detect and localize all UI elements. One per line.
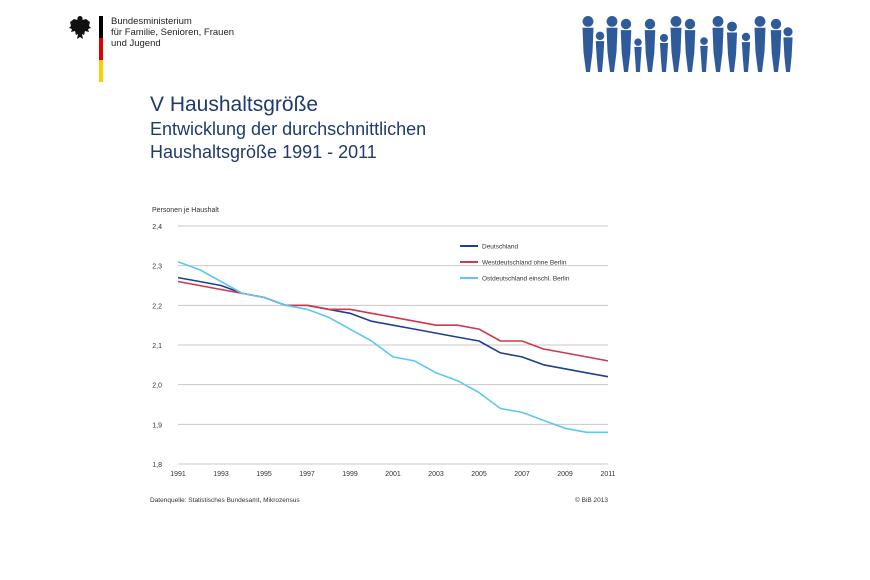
person-head (712, 16, 724, 27)
x-tick-label: 2007 (514, 471, 530, 478)
slide-title-block: V Haushaltsgröße Entwicklung der durchsc… (150, 92, 426, 164)
person-body (726, 32, 738, 72)
y-tick-label: 2,4 (152, 224, 162, 231)
source-note: Datenquelle: Statistisches Bundesamt, Mi… (150, 497, 300, 504)
person-body (582, 27, 594, 72)
person-head (582, 16, 594, 27)
flag-red (99, 37, 103, 60)
y-tick-label: 2,1 (152, 343, 162, 350)
y-tick-label: 2,3 (152, 264, 162, 271)
slide-title: V Haushaltsgröße (150, 93, 319, 116)
x-tick-label: 1991 (170, 471, 186, 478)
ministry-name: Bundesministerium für Familie, Senioren,… (111, 16, 281, 49)
person-head (659, 33, 669, 43)
x-tick-label: 2011 (600, 471, 615, 478)
x-tick-label: 1997 (299, 471, 315, 478)
person-body (783, 37, 793, 72)
person-head (634, 38, 642, 46)
person-body (741, 42, 751, 72)
person-body (754, 27, 766, 72)
flag-black (99, 16, 103, 38)
person-body (770, 30, 782, 72)
legend-label: Westdeutschland ohne Berlin (482, 260, 567, 267)
ministry-line-3: und Jugend (111, 38, 161, 49)
person-head (670, 16, 682, 27)
series-line (177, 260, 608, 434)
person-body (659, 43, 669, 72)
legend-label: Ostdeutschland einschl. Berlin (482, 276, 570, 283)
person-head (644, 18, 656, 30)
x-tick-label: 2005 (471, 471, 487, 478)
legend-label: Deutschland (482, 244, 519, 251)
x-tick-label: 1995 (256, 471, 272, 478)
person-body (634, 46, 642, 72)
person-body (712, 27, 724, 72)
ministry-line-2: für Familie, Senioren, Frauen (111, 27, 235, 38)
person-body (684, 30, 696, 72)
ministry-line-1: Bundesministerium (111, 16, 192, 27)
y-tick-label: 2,0 (152, 383, 162, 390)
copyright-note: © BiB 2013 (575, 496, 608, 504)
y-axis-label: Personen je Haushalt (152, 207, 219, 214)
person-head (754, 16, 766, 27)
person-head (684, 18, 696, 30)
person-body (670, 27, 682, 72)
flag-gold (99, 59, 103, 82)
x-tick-label: 1993 (213, 471, 229, 478)
y-tick-label: 2,2 (152, 303, 162, 310)
x-tick-label: 2009 (557, 471, 573, 478)
ministry-logo: Bundesministerium für Familie, Senioren,… (68, 12, 268, 82)
person-body (606, 27, 618, 72)
person-body (700, 45, 708, 72)
y-tick-label: 1,8 (152, 462, 162, 469)
flag-stripe (99, 16, 103, 82)
person-head (620, 18, 632, 30)
person-head (741, 32, 751, 42)
federal-eagle-icon (69, 16, 91, 39)
family-silhouettes-icon (582, 16, 793, 72)
slide-subtitle-line-2: Haushaltsgröße 1991 - 2011 (150, 142, 377, 162)
x-tick-label: 2003 (428, 471, 444, 478)
x-tick-label: 2001 (385, 471, 401, 478)
person-head (770, 18, 782, 30)
slide-subtitle-line-1: Entwicklung der durchschnittlichen (150, 119, 427, 139)
x-tick-label: 1999 (342, 471, 358, 478)
household-size-chart: Personen je Haushalt 2,4 2,3 2,2 2,1 2,0 1,9 1,… (150, 207, 616, 504)
person-body (620, 30, 632, 72)
y-tick-label: 1,9 (152, 422, 162, 429)
person-body (595, 41, 605, 72)
series-line (177, 276, 609, 378)
person-head (595, 31, 605, 41)
person-head (700, 37, 708, 45)
person-head (606, 16, 618, 27)
person-head (783, 27, 793, 37)
person-body (644, 30, 656, 72)
person-head (727, 21, 737, 32)
